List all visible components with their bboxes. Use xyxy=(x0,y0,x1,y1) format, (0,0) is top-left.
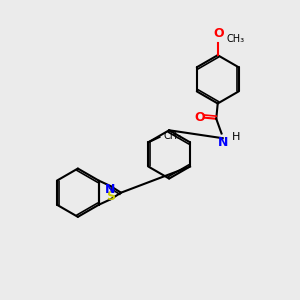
Text: S: S xyxy=(106,190,115,203)
Text: CH₃: CH₃ xyxy=(164,131,182,142)
Text: O: O xyxy=(195,111,206,124)
Text: CH₃: CH₃ xyxy=(226,34,245,44)
Text: H: H xyxy=(232,132,240,142)
Text: O: O xyxy=(214,28,224,40)
Text: N: N xyxy=(105,183,115,196)
Text: N: N xyxy=(218,136,228,149)
